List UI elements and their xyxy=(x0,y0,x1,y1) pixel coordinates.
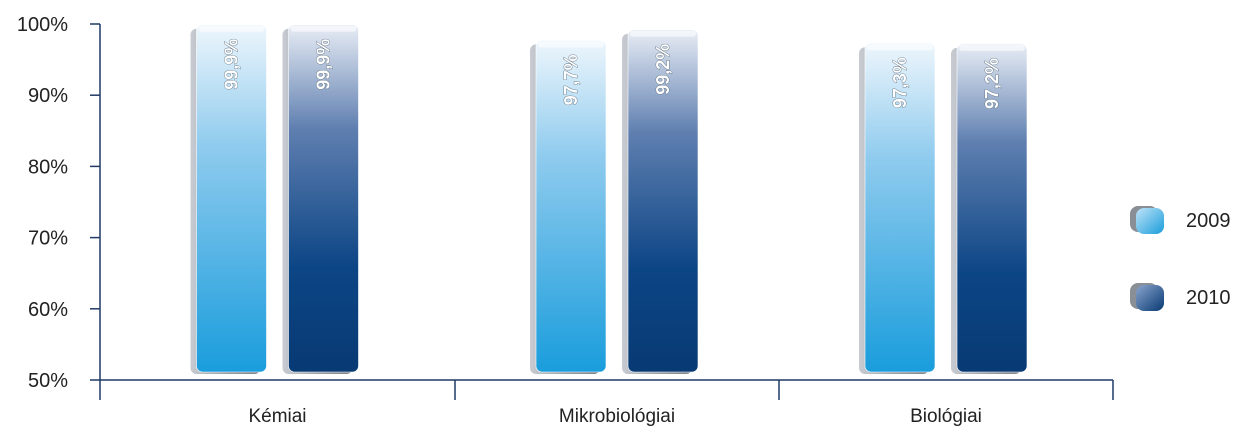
y-tick-label: 70% xyxy=(28,228,68,250)
bar-2009-Kémiai xyxy=(196,24,267,373)
bar-2010-Biológiai xyxy=(956,43,1028,373)
legend-label: 2010 xyxy=(1186,287,1231,309)
legend-swatch-2010 xyxy=(1136,285,1164,311)
y-tick-label: 100% xyxy=(17,14,68,36)
data-label: 99,9% xyxy=(222,39,242,90)
bar-highlight xyxy=(867,44,933,51)
data-label: 97,7% xyxy=(561,54,581,105)
legend-swatch-2009 xyxy=(1136,208,1164,234)
x-category-label: Mikrobiológiai xyxy=(559,406,675,427)
data-label: 99,9% xyxy=(314,39,334,90)
legend: 2009 2010 xyxy=(1130,206,1231,311)
y-tick-label: 50% xyxy=(28,370,68,392)
axes: 50% 60% 70% 80% 90% 100% xyxy=(17,14,1114,400)
bar-2010-Mikrobiológiai xyxy=(627,29,699,373)
bar-highlight xyxy=(630,30,696,37)
y-tick-label: 90% xyxy=(28,85,68,107)
y-tick-label: 80% xyxy=(28,156,68,178)
legend-label: 2009 xyxy=(1186,210,1231,232)
bar-2009-Mikrobiológiai xyxy=(535,40,607,373)
data-label: 97,2% xyxy=(982,58,1002,109)
bar-highlight xyxy=(959,44,1025,51)
labels: Kémiai Mikrobiológiai Biológiai 99,9% 99,9% 9… xyxy=(221,38,1002,427)
bar-2010-Kémiai xyxy=(288,24,359,373)
x-category-label: Kémiai xyxy=(248,406,306,427)
bars xyxy=(190,24,1028,375)
bar-highlight xyxy=(290,25,357,32)
x-category-label: Biológiai xyxy=(910,406,982,427)
bar-highlight xyxy=(538,41,604,48)
y-tick-label: 60% xyxy=(28,299,68,321)
bar-2009-Biológiai xyxy=(864,42,936,373)
data-label: 99,2% xyxy=(653,44,673,95)
bar-highlight xyxy=(198,25,265,32)
data-label: 97,3% xyxy=(890,57,910,108)
